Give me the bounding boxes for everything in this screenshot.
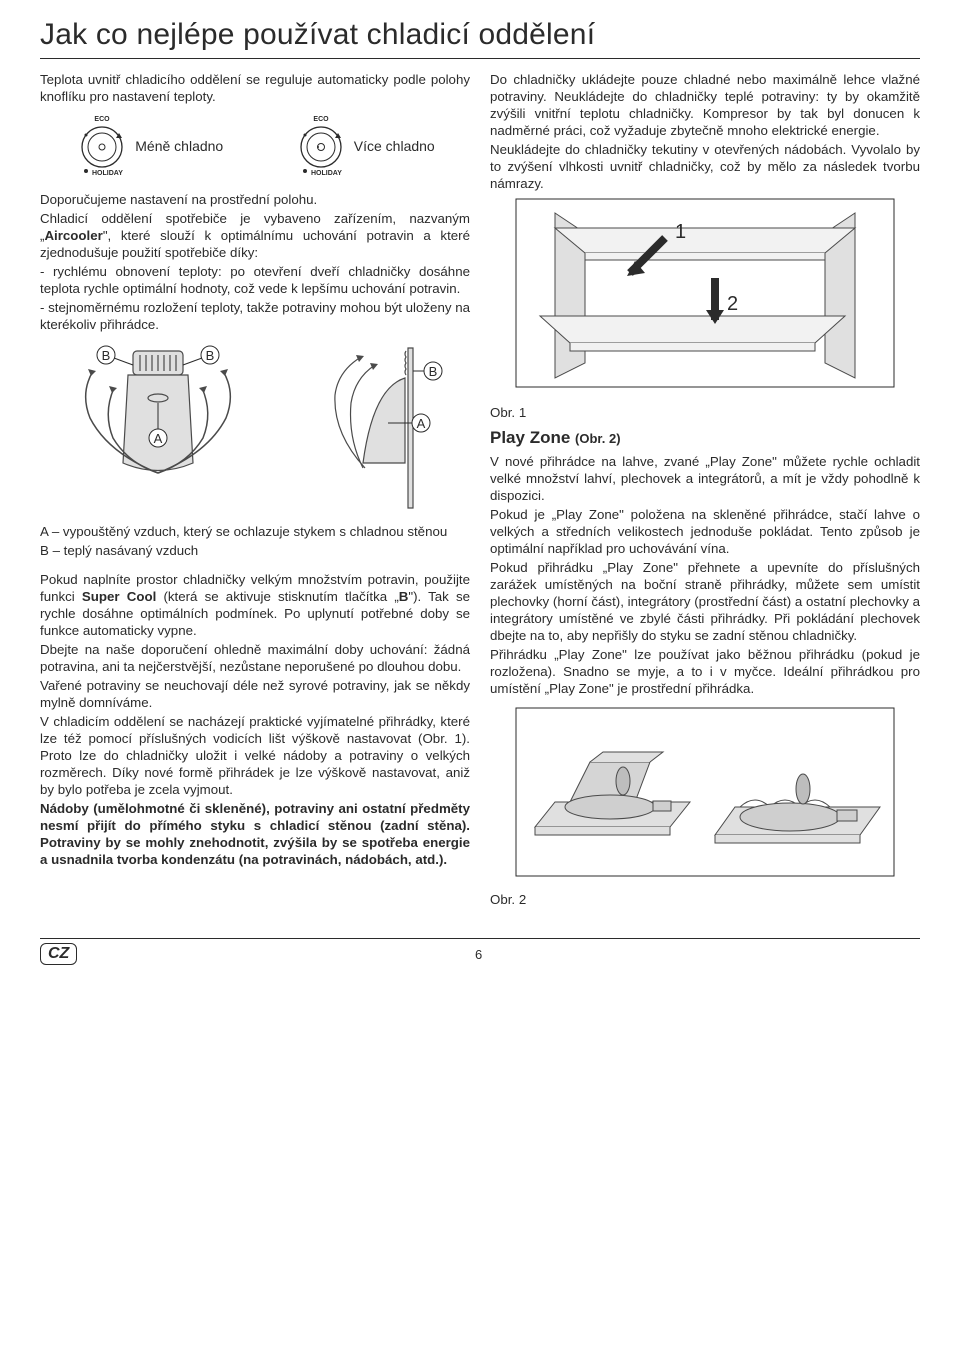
knob-row: ECO HOLIDAY Méně chladno ECO bbox=[40, 113, 470, 181]
shelf-icon: 1 2 bbox=[515, 198, 895, 388]
playzone-icon bbox=[515, 707, 895, 877]
aircooler-figures: B B A bbox=[40, 343, 470, 513]
rp3: V nové přihrádce na lahve, zvané „Play Z… bbox=[490, 453, 920, 504]
aircooler-side-icon: B A bbox=[293, 343, 453, 513]
rp4: Pokud je „Play Zone" položena na skleněn… bbox=[490, 506, 920, 557]
two-column-layout: Teplota uvnitř chladicího oddělení se re… bbox=[40, 71, 920, 908]
p9-warning: Nádoby (umělohmotné či skleněné), potrav… bbox=[40, 800, 470, 868]
rp5: Pokud přihrádku „Play Zone" přehnete a u… bbox=[490, 559, 920, 644]
knob-less-group: ECO HOLIDAY Méně chladno bbox=[75, 113, 223, 181]
legend-b: B – teplý nasávaný vzduch bbox=[40, 542, 470, 559]
intro-text: Teplota uvnitř chladicího oddělení se re… bbox=[40, 71, 470, 105]
p6: Dbejte na naše doporučení ohledně maximá… bbox=[40, 641, 470, 675]
svg-text:1: 1 bbox=[675, 221, 686, 243]
knob-more-icon: ECO HOLIDAY bbox=[294, 113, 348, 181]
p5c: (která se aktivuje stisknutím tlačítka „ bbox=[156, 589, 398, 604]
aircooler-front-icon: B B A bbox=[58, 343, 258, 513]
svg-text:2: 2 bbox=[727, 293, 738, 315]
knob-less-label: Méně chladno bbox=[135, 138, 223, 156]
p5: Pokud naplníte prostor chladničky velkým… bbox=[40, 571, 470, 639]
svg-text:ECO: ECO bbox=[95, 116, 111, 123]
p4: - stejnoměrnému rozložení teploty, takže… bbox=[40, 299, 470, 333]
p1: Doporučujeme nastavení na prostřední pol… bbox=[40, 191, 470, 208]
p8: V chladicím oddělení se nacházejí prakti… bbox=[40, 713, 470, 798]
rp2: Neukládejte do chladničky tekutiny v ote… bbox=[490, 141, 920, 192]
p2c: ", které slouží k optimálnímu uchování p… bbox=[40, 228, 470, 260]
fig1-caption: Obr. 1 bbox=[490, 404, 920, 421]
svg-text:ECO: ECO bbox=[313, 116, 329, 123]
svg-text:HOLIDAY: HOLIDAY bbox=[311, 170, 342, 177]
p5d: B bbox=[399, 589, 409, 604]
knob-more-label: Více chladno bbox=[354, 138, 435, 156]
shelf-figure: 1 2 bbox=[490, 198, 920, 392]
playzone-title: Play Zone bbox=[490, 428, 570, 447]
playzone-ref: (Obr. 2) bbox=[575, 431, 621, 446]
page-number: 6 bbox=[37, 947, 920, 962]
knob-more-group: ECO HOLIDAY Více chladno bbox=[294, 113, 435, 181]
left-column: Teplota uvnitř chladicího oddělení se re… bbox=[40, 71, 470, 908]
rp6: Přihrádku „Play Zone" lze používat jako … bbox=[490, 646, 920, 697]
aircooler-term: Aircooler bbox=[44, 228, 102, 243]
knob-less-icon: ECO HOLIDAY bbox=[75, 113, 129, 181]
p7: Vařené potraviny se neuchovají déle než … bbox=[40, 677, 470, 711]
p2: Chladicí oddělení spotřebiče je vybaveno… bbox=[40, 210, 470, 261]
supercool-term: Super Cool bbox=[82, 589, 156, 604]
playzone-heading: Play Zone (Obr. 2) bbox=[490, 427, 920, 449]
fig2-caption: Obr. 2 bbox=[490, 891, 920, 908]
right-column: Do chladničky ukládejte pouze chladné ne… bbox=[490, 71, 920, 908]
page-footer: CZ 6 bbox=[40, 938, 920, 965]
svg-text:A: A bbox=[153, 431, 162, 446]
svg-text:B: B bbox=[428, 364, 437, 379]
legend-a: A – vypouštěný vzduch, který se ochlazuj… bbox=[40, 523, 470, 540]
rp1: Do chladničky ukládejte pouze chladné ne… bbox=[490, 71, 920, 139]
page-title: Jak co nejlépe používat chladicí oddělen… bbox=[40, 18, 920, 59]
svg-text:HOLIDAY: HOLIDAY bbox=[92, 170, 123, 177]
svg-text:B: B bbox=[205, 348, 214, 363]
playzone-figure bbox=[490, 707, 920, 881]
svg-text:A: A bbox=[416, 416, 425, 431]
svg-text:B: B bbox=[101, 348, 110, 363]
p3: - rychlému obnovení teploty: po otevření… bbox=[40, 263, 470, 297]
